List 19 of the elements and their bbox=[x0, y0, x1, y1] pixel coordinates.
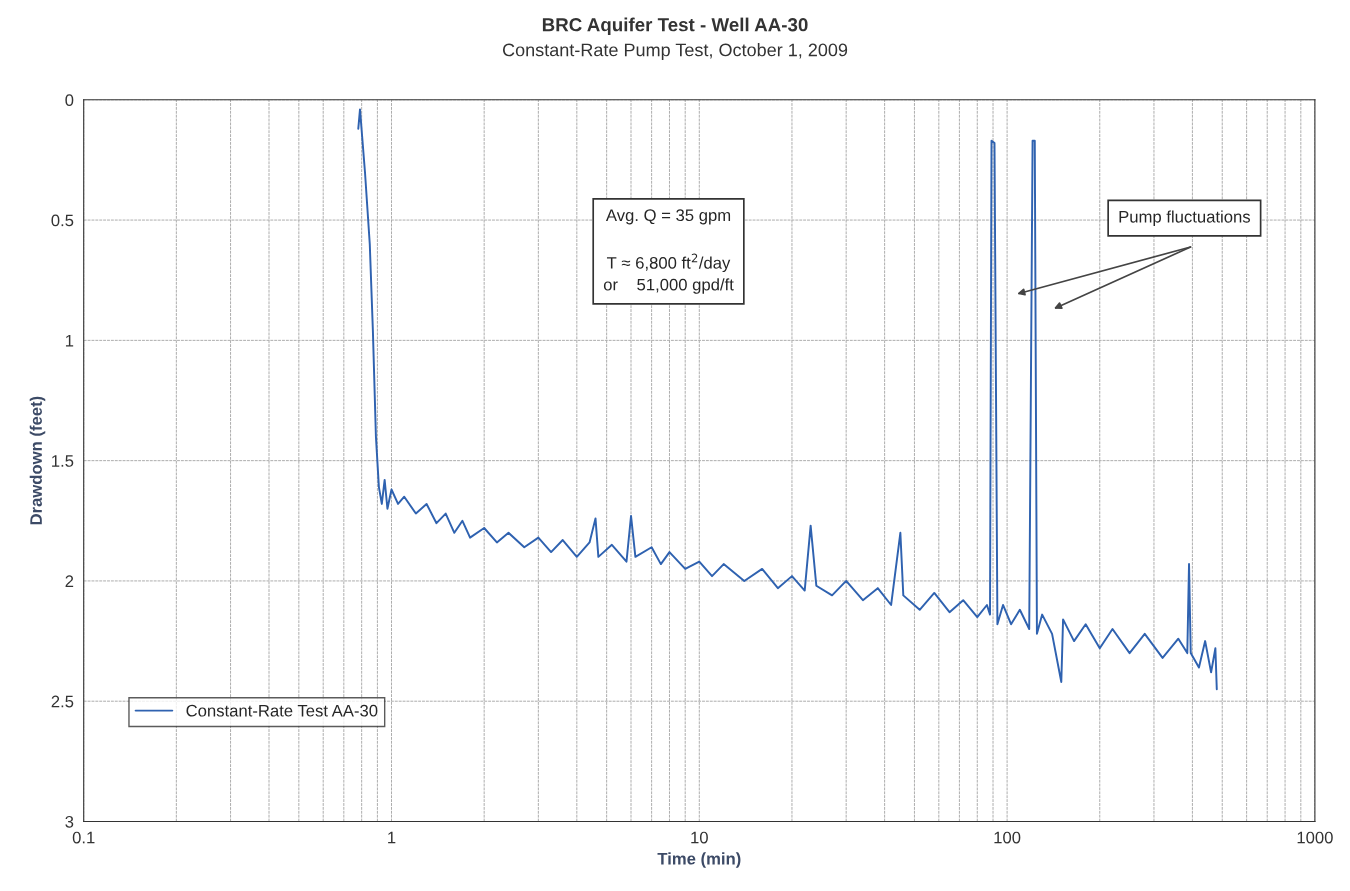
x-tick-label: 100 bbox=[994, 831, 1021, 844]
y-tick-label: 2 bbox=[65, 575, 74, 587]
chart-title: BRC Aquifer Test - Well AA-30 bbox=[542, 17, 808, 36]
y-tick-label: 1 bbox=[65, 334, 74, 347]
annotation: Pump fluctuations bbox=[1119, 210, 1251, 226]
x-tick-label: 1000 bbox=[1297, 831, 1333, 844]
y-tick-label: 3 bbox=[65, 815, 74, 828]
chart-subtitle: Constant-Rate Pump Test, October 1, 2009 bbox=[502, 43, 848, 60]
y-axis-title: Drawdown (feet) bbox=[29, 396, 46, 525]
y-tick-label: 0.5 bbox=[51, 214, 74, 227]
x-tick-label: 1 bbox=[388, 831, 396, 844]
y-tick-label: 0 bbox=[65, 94, 74, 106]
y-tick-label: 2.5 bbox=[51, 695, 74, 708]
y-tick-label: 1.5 bbox=[52, 455, 74, 467]
text: Avg. Q = 35 gpm T ≈ 6,800 ft$^{2}$/day or 51,000 gpd/ft bbox=[603, 209, 734, 294]
x-axis-title: Time (min) bbox=[657, 852, 741, 868]
x-tick-label: 10 bbox=[691, 831, 708, 844]
x-tick-label: 0.1 bbox=[72, 831, 95, 844]
legend-label: Constant-Rate Test AA-30 bbox=[186, 704, 378, 717]
